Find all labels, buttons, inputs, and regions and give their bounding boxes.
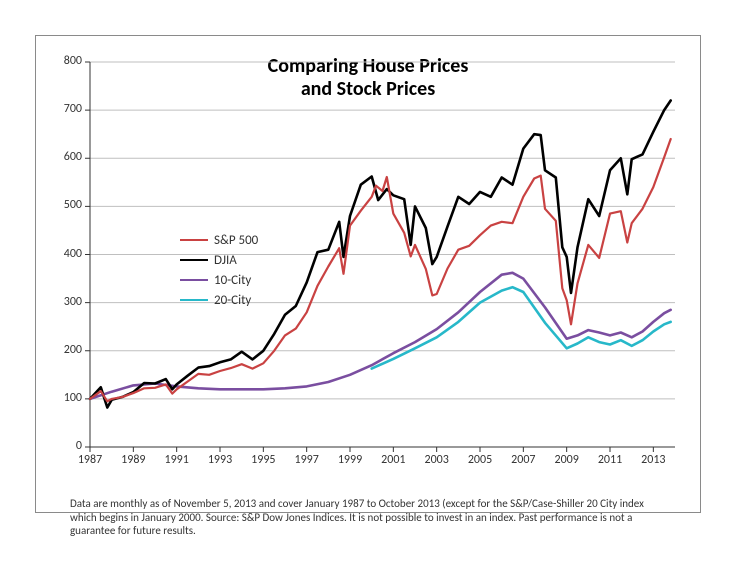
y-tick-label: 700 [52, 102, 82, 116]
x-tick-label: 1999 [335, 453, 365, 467]
legend: S&P 500 DJIA 10-City 20-City [180, 230, 258, 310]
legend-entry-sp500: S&P 500 [180, 230, 258, 250]
legend-label: DJIA [214, 253, 237, 268]
y-tick-label: 500 [52, 198, 82, 212]
legend-entry-djia: DJIA [180, 250, 258, 270]
legend-label: 20-City [214, 293, 251, 308]
x-tick-label: 2005 [465, 453, 495, 467]
y-tick-label: 100 [52, 391, 82, 405]
y-tick-label: 400 [52, 247, 82, 261]
series-city10 [90, 273, 671, 399]
x-tick-label: 1993 [205, 453, 235, 467]
footnote-text: Data are monthly as of November 5, 2013 … [70, 497, 666, 538]
legend-swatch [180, 259, 208, 262]
legend-swatch [180, 239, 208, 241]
x-tick-label: 1995 [248, 453, 278, 467]
y-tick-label: 600 [52, 150, 82, 164]
series-sp500 [90, 139, 671, 401]
x-tick-label: 2003 [422, 453, 452, 467]
plot-area [90, 62, 675, 447]
y-tick-label: 300 [52, 295, 82, 309]
legend-entry-city20: 20-City [180, 290, 258, 310]
legend-label: 10-City [214, 273, 251, 288]
x-tick-label: 2009 [552, 453, 582, 467]
y-tick-label: 200 [52, 343, 82, 357]
legend-swatch [180, 299, 208, 302]
x-tick-label: 1997 [292, 453, 322, 467]
x-tick-label: 2007 [508, 453, 538, 467]
x-tick-label: 2013 [638, 453, 668, 467]
y-tick-label: 800 [52, 54, 82, 68]
legend-entry-city10: 10-City [180, 270, 258, 290]
legend-swatch [180, 279, 208, 282]
x-tick-label: 2011 [595, 453, 625, 467]
y-tick-label: 0 [52, 439, 82, 453]
x-tick-label: 1989 [118, 453, 148, 467]
x-tick-label: 2001 [378, 453, 408, 467]
series-city20 [372, 287, 671, 368]
legend-label: S&P 500 [214, 233, 258, 248]
x-tick-label: 1991 [162, 453, 192, 467]
chart-container: Comparing House Prices and Stock Prices … [0, 0, 736, 568]
x-tick-label: 1987 [75, 453, 105, 467]
